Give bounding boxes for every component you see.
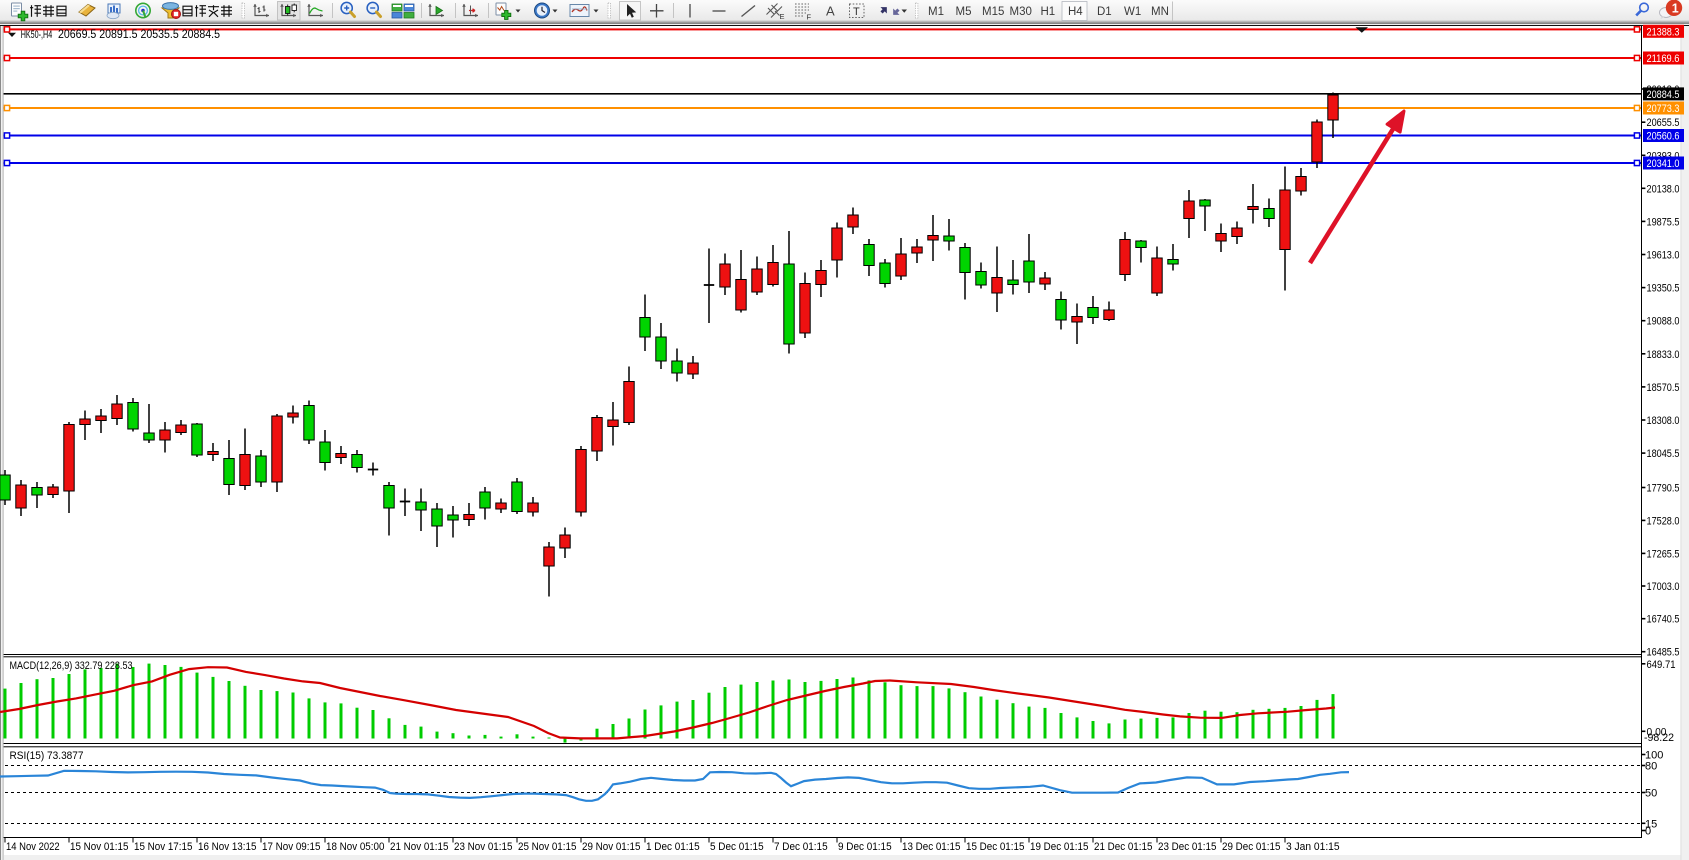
svg-text:16 Nov 13:15: 16 Nov 13:15 [198, 841, 256, 853]
svg-text:HK50-,H4: HK50-,H4 [21, 29, 53, 41]
svg-text:18570.5: 18570.5 [1647, 382, 1680, 394]
svg-text:M5: M5 [956, 6, 972, 18]
svg-text:18308.0: 18308.0 [1647, 415, 1680, 427]
svg-text:1: 1 [1672, 1, 1679, 15]
svg-text:17265.5: 17265.5 [1647, 548, 1680, 560]
svg-text:20669.5 20891.5 20535.5 20884.: 20669.5 20891.5 20535.5 20884.5 [58, 29, 220, 41]
svg-text:29 Nov 01:15: 29 Nov 01:15 [582, 841, 640, 853]
svg-text:15 Nov 17:15: 15 Nov 17:15 [134, 841, 192, 853]
svg-text:MACD(12,26,9) 332.79 228.53: MACD(12,26,9) 332.79 228.53 [10, 660, 133, 672]
svg-text:20773.3: 20773.3 [1647, 103, 1680, 115]
svg-text:19613.0: 19613.0 [1647, 250, 1680, 262]
svg-text:T: T [853, 6, 860, 18]
svg-text:19875.5: 19875.5 [1647, 216, 1680, 228]
svg-text:19350.5: 19350.5 [1647, 283, 1680, 295]
svg-text:80: 80 [1645, 761, 1657, 773]
svg-text:20560.6: 20560.6 [1647, 131, 1680, 143]
svg-text:20341.0: 20341.0 [1647, 158, 1680, 170]
svg-text:20884.5: 20884.5 [1647, 89, 1680, 101]
svg-text:29 Dec 01:15: 29 Dec 01:15 [1222, 841, 1280, 853]
svg-text:RSI(15) 73.3877: RSI(15) 73.3877 [10, 750, 84, 762]
svg-text:M30: M30 [1010, 6, 1032, 18]
svg-text:15 Nov 01:15: 15 Nov 01:15 [70, 841, 128, 853]
svg-text:18833.0: 18833.0 [1647, 349, 1680, 361]
svg-text:23 Nov 01:15: 23 Nov 01:15 [454, 841, 512, 853]
svg-text:H4: H4 [1068, 6, 1083, 18]
svg-text:21388.3: 21388.3 [1647, 26, 1680, 38]
svg-text:W1: W1 [1124, 6, 1141, 18]
svg-text:-98.22: -98.22 [1644, 732, 1674, 744]
svg-text:5 Dec 01:15: 5 Dec 01:15 [710, 841, 764, 853]
svg-text:7 Dec 01:15: 7 Dec 01:15 [774, 841, 828, 853]
svg-text:D1: D1 [1097, 6, 1112, 18]
svg-text:18045.5: 18045.5 [1647, 448, 1680, 460]
svg-text:16740.5: 16740.5 [1647, 614, 1680, 626]
svg-text:18 Nov 05:00: 18 Nov 05:00 [326, 841, 384, 853]
svg-text:17 Nov 09:15: 17 Nov 09:15 [262, 841, 320, 853]
svg-text:F: F [807, 13, 812, 22]
svg-text:17003.0: 17003.0 [1647, 581, 1680, 593]
svg-text:9 Dec 01:15: 9 Dec 01:15 [838, 841, 892, 853]
svg-text:0.00: 0.00 [1647, 727, 1667, 739]
svg-text:100: 100 [1645, 750, 1663, 762]
svg-text:20138.0: 20138.0 [1647, 183, 1680, 195]
svg-text:E: E [780, 12, 785, 21]
svg-text:21169.6: 21169.6 [1647, 53, 1680, 65]
svg-text:19 Dec 01:15: 19 Dec 01:15 [1030, 841, 1088, 853]
svg-text:25 Nov 01:15: 25 Nov 01:15 [518, 841, 576, 853]
svg-text:14 Nov 2022: 14 Nov 2022 [6, 841, 60, 853]
svg-text:19088.0: 19088.0 [1647, 316, 1680, 328]
svg-text:H1: H1 [1041, 6, 1056, 18]
svg-text:649.71: 649.71 [1647, 659, 1676, 671]
svg-text:M1: M1 [928, 6, 944, 18]
svg-text:16485.5: 16485.5 [1647, 647, 1680, 659]
svg-text:3 Jan 01:15: 3 Jan 01:15 [1286, 841, 1340, 853]
svg-text:17790.5: 17790.5 [1647, 483, 1680, 495]
svg-text:1 Dec 01:15: 1 Dec 01:15 [646, 841, 700, 853]
svg-text:15 Dec 01:15: 15 Dec 01:15 [966, 841, 1024, 853]
svg-text:50: 50 [1645, 788, 1657, 800]
svg-text:A: A [826, 4, 835, 19]
svg-text:21 Dec 01:15: 21 Dec 01:15 [1094, 841, 1152, 853]
svg-text:15: 15 [1645, 818, 1657, 830]
svg-text:0: 0 [1645, 826, 1651, 838]
svg-text:MN: MN [1151, 6, 1169, 18]
svg-text:21 Nov 01:15: 21 Nov 01:15 [390, 841, 448, 853]
svg-text:20655.5: 20655.5 [1647, 117, 1680, 129]
svg-text:23 Dec 01:15: 23 Dec 01:15 [1158, 841, 1216, 853]
svg-text:13 Dec 01:15: 13 Dec 01:15 [902, 841, 960, 853]
svg-text:17528.0: 17528.0 [1647, 515, 1680, 527]
svg-text:M15: M15 [982, 6, 1004, 18]
